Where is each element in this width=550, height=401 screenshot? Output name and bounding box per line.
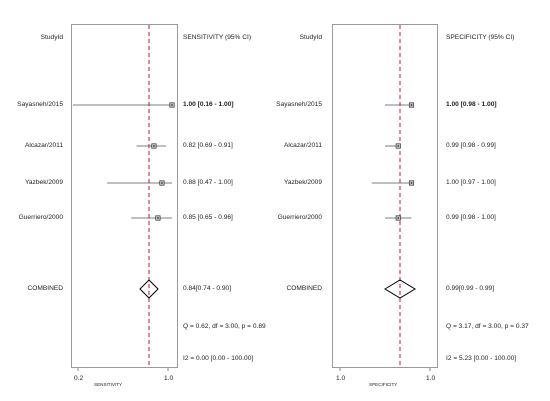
specificity-study-name: Guerriero/2000 <box>277 213 322 221</box>
specificity-tick-label: 1.0 <box>336 374 346 382</box>
sensitivity-study-point-dot <box>171 104 173 106</box>
specificity-study-ci-text: 0.99 [0.98 - 1.00] <box>446 213 496 221</box>
sensitivity-study-ci-text: 0.88 [0.47 - 1.00] <box>183 178 233 186</box>
sensitivity-xlabel: SENSITIVITY <box>94 381 123 387</box>
specificity-combined-label: COMBINED <box>286 284 322 292</box>
sensitivity-study-ci-text: 1.00 [0.16 - 1.00] <box>183 100 234 108</box>
specificity-combined-diamond <box>384 279 416 299</box>
specificity-i2-stat: I2 = 5.23 [0.00 - 100.00] <box>446 354 517 362</box>
specificity-xlabel: SPECIFICITY <box>369 381 398 387</box>
sensitivity-study-name: Sayasneh/2015 <box>17 100 63 108</box>
sensitivity-header-ci: SENSITIVITY (95% CI) <box>183 33 252 41</box>
sensitivity-q-stat: Q = 0.62, df = 3.00, p = 0.89 <box>183 322 266 330</box>
sensitivity-study-name: Yazbek/2009 <box>24 178 63 186</box>
specificity-study-point-dot <box>397 145 400 147</box>
sensitivity-tick-label: 1.0 <box>164 374 174 382</box>
specificity-tick-label: 1.0 <box>426 374 436 382</box>
specificity-header-study: StudyId <box>299 33 322 41</box>
specificity-header-ci: SPECIFICITY (95% CI) <box>446 33 515 41</box>
sensitivity-study-ci-text: 0.85 [0.65 - 0.96] <box>183 213 233 221</box>
sensitivity-plot-frame <box>71 24 178 368</box>
sensitivity-study-name: Guerriero/2000 <box>18 213 63 221</box>
specificity-plot-frame <box>332 24 438 368</box>
sensitivity-tick-label: 0.2 <box>74 374 84 382</box>
sensitivity-study-point-dot <box>161 182 163 184</box>
sensitivity-combined-label: COMBINED <box>27 284 63 292</box>
sensitivity-study-point-dot <box>157 217 159 219</box>
sensitivity-study-ci-text: 0.82 [0.69 - 0.91] <box>183 141 233 149</box>
sensitivity-study-point-dot <box>153 145 155 147</box>
sensitivity-study-name: Alcazar/2011 <box>25 141 63 149</box>
specificity-study-ci-text: 1.00 [0.97 - 1.00] <box>446 178 496 186</box>
sensitivity-combined-diamond <box>139 279 159 299</box>
sensitivity-combined-ci-text: 0.84[0.74 - 0.90] <box>183 284 232 292</box>
sensitivity-i2-stat: I2 = 0.00 [0.00 - 100.00] <box>183 354 254 362</box>
specificity-study-point-dot <box>397 217 400 219</box>
specificity-study-ci-text: 0.99 [0.98 - 0.99] <box>446 141 496 149</box>
specificity-combined-ci-text: 0.99[0.99 - 0.99] <box>446 284 495 292</box>
specificity-study-point-dot <box>410 182 413 184</box>
sensitivity-header-study: StudyId <box>40 33 63 41</box>
specificity-study-name: Alcazar/2011 <box>284 141 322 149</box>
specificity-q-stat: Q = 3.17, df = 3.00, p = 0.37 <box>446 322 529 330</box>
specificity-study-point-dot <box>410 104 413 106</box>
specificity-study-ci-text: 1.00 [0.98 - 1.00] <box>446 100 497 108</box>
specificity-study-name: Sayasneh/2015 <box>276 100 322 108</box>
specificity-study-name: Yazbek/2009 <box>283 178 322 186</box>
